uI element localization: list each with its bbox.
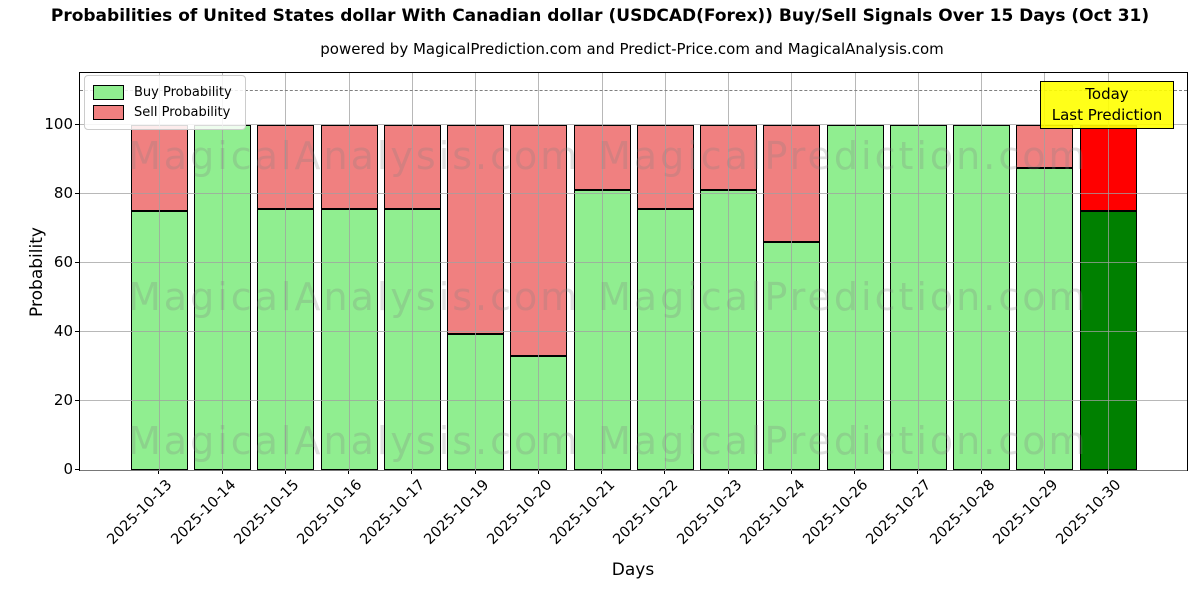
x-tick-mark bbox=[917, 470, 919, 474]
x-gridline bbox=[917, 73, 919, 470]
x-gridline bbox=[348, 73, 350, 470]
x-gridline bbox=[601, 73, 603, 470]
legend-label-sell: Sell Probability bbox=[134, 104, 231, 120]
y-tick-mark bbox=[75, 261, 79, 263]
y-tick-mark bbox=[75, 469, 79, 470]
x-gridline bbox=[981, 73, 983, 470]
x-tick-mark bbox=[474, 470, 476, 474]
y-gridline bbox=[80, 400, 1187, 402]
sell-swatch-icon bbox=[93, 104, 124, 120]
x-tick-mark bbox=[790, 470, 792, 474]
x-tick-mark bbox=[727, 470, 729, 474]
x-tick-mark bbox=[854, 470, 856, 474]
x-gridline bbox=[538, 73, 540, 470]
x-tick-mark bbox=[537, 470, 539, 474]
today-annotation: Today Last Prediction bbox=[1040, 81, 1174, 129]
x-gridline bbox=[791, 73, 793, 470]
x-tick-mark bbox=[284, 470, 286, 474]
x-gridline bbox=[411, 73, 413, 470]
x-gridline bbox=[728, 73, 730, 470]
x-gridline bbox=[158, 73, 160, 470]
legend-entry-buy: Buy Probability bbox=[93, 82, 237, 102]
buy-swatch-icon bbox=[93, 84, 124, 100]
x-axis-label: Days bbox=[611, 560, 655, 580]
y-tick-mark bbox=[75, 399, 79, 401]
x-tick-mark bbox=[980, 470, 982, 474]
today-annotation-line2: Last Prediction bbox=[1051, 106, 1163, 124]
plot-area bbox=[79, 72, 1188, 471]
x-gridline bbox=[854, 73, 856, 470]
y-tick-label: 0 bbox=[63, 460, 73, 478]
legend-entry-sell: Sell Probability bbox=[93, 102, 237, 122]
y-tick-label: 60 bbox=[53, 252, 73, 271]
x-tick-mark bbox=[664, 470, 666, 474]
y-gridline bbox=[80, 331, 1187, 333]
x-tick-mark bbox=[1107, 470, 1108, 474]
x-tick-mark bbox=[158, 470, 160, 474]
x-gridline bbox=[1044, 73, 1046, 470]
x-tick-mark bbox=[1043, 470, 1045, 474]
x-gridline bbox=[1107, 73, 1109, 470]
y-tick-label: 40 bbox=[53, 321, 73, 340]
x-gridline bbox=[475, 73, 477, 470]
legend: Buy Probability Sell Probability bbox=[84, 75, 246, 130]
x-tick-mark bbox=[601, 470, 603, 474]
x-tick-mark bbox=[221, 470, 223, 474]
dashed-threshold-line bbox=[80, 90, 1187, 92]
x-gridline bbox=[222, 73, 224, 470]
x-tick-mark bbox=[348, 470, 350, 474]
y-gridline bbox=[80, 262, 1187, 264]
y-tick-mark bbox=[75, 123, 79, 125]
x-gridline bbox=[664, 73, 666, 470]
y-tick-mark bbox=[75, 330, 79, 332]
y-gridline bbox=[80, 124, 1187, 126]
y-gridline bbox=[80, 469, 1187, 471]
legend-label-buy: Buy Probability bbox=[134, 84, 232, 100]
x-gridline bbox=[285, 73, 287, 470]
chart-title: Probabilities of United States dollar Wi… bbox=[50, 6, 1150, 26]
y-tick-label: 80 bbox=[53, 183, 73, 202]
y-tick-label: 20 bbox=[53, 390, 73, 409]
y-tick-mark bbox=[75, 192, 79, 194]
chart-subtitle: powered by MagicalPrediction.com and Pre… bbox=[320, 40, 944, 58]
today-annotation-line1: Today bbox=[1085, 85, 1129, 103]
y-tick-label: 100 bbox=[44, 114, 73, 133]
x-tick-mark bbox=[411, 470, 413, 474]
y-gridline bbox=[80, 193, 1187, 195]
